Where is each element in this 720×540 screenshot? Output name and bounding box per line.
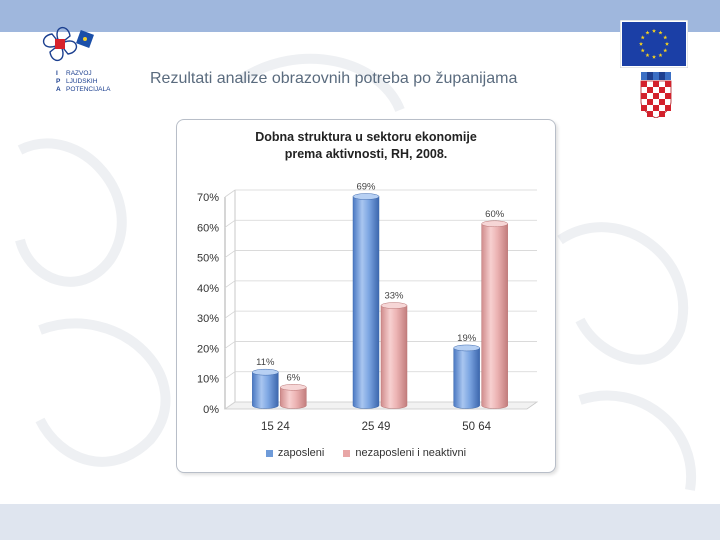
coat-check [641,93,647,99]
bar-value-label: 69% [356,182,376,193]
ipa-logo-icon [42,26,94,62]
logo-text: I RAZVOJ P LJUDSKIH A POTENCIJALA [56,70,110,94]
bar-body [453,347,480,409]
coat-check [647,87,653,93]
eu-star [664,41,670,46]
y-tick-label: 40% [197,283,219,295]
gridline-depth [224,250,236,258]
logo-row: A POTENCIJALA [56,86,111,93]
gridline-depth [224,189,236,198]
legend-swatch [343,449,351,457]
x-tick-label: 25 49 [362,421,391,433]
chart-title-line: Dobna struktura u sektoru ekonomije [255,130,477,144]
bar-value-label: 33% [384,291,404,302]
eu-star [658,53,663,58]
eu-star [640,35,645,40]
legend-item-nezaposleni: nezaposleni i neaktivni [343,447,466,459]
bar-body [280,387,307,409]
y-tick-label: 30% [197,313,219,325]
eu-star [663,35,668,40]
legend-label: zaposleni [277,447,325,459]
logo-row: I RAZVOJ [56,70,92,77]
y-tick-label: 20% [197,343,219,355]
bar [252,368,279,409]
bar-value-label: 60% [485,209,505,220]
bar-body [352,196,380,409]
y-tick-label: 0% [203,404,219,416]
eu-star [645,53,650,58]
bar [280,384,307,409]
eu-star [645,30,650,35]
eu-star [651,54,657,59]
gridline-depth [224,310,236,319]
croatian-coat-of-arms-icon [640,72,672,118]
bar [380,302,408,409]
eu-flag-icon [620,20,688,68]
y-tick-label: 10% [197,374,219,386]
coat-check [647,111,653,117]
bar [352,193,380,409]
logo-row: P LJUDSKIH [56,78,98,85]
coat-check [665,81,671,87]
y-tick-label: 50% [197,253,219,265]
bar-top [352,193,380,200]
coat-check [659,111,665,117]
coat-check [653,93,659,99]
coat-check [665,105,671,111]
coat-check [665,93,671,99]
bar-value-label: 19% [457,333,477,344]
coat-check [653,105,659,111]
x-tick-label: 50 64 [462,421,491,433]
gridline-depth [224,280,236,289]
coat-check [641,81,647,87]
bar-value-label: 11% [256,357,275,368]
chart-legend: zaposleni nezaposleni i neaktivni [177,447,555,460]
bar-body [481,223,508,409]
gridline-depth [224,401,236,410]
bar-top [453,344,480,352]
slide-title: Rezultati analize obrazovnih potreba po … [150,70,518,87]
bar-chart: 0% 10% 20% 30% 40% 50% 60% 70% 11% 6% 15 24 69% 33% 2… [197,182,539,433]
eu-star [638,41,644,46]
eu-star [651,28,657,33]
eu-star [640,48,645,53]
gridline-depth [224,341,236,349]
bar [453,344,480,409]
coat-check [659,99,665,105]
bar-top [380,302,408,309]
legend-item-zaposleni: zaposleni [265,447,325,459]
bar [481,220,508,409]
legend-swatch [265,449,273,457]
bar-top [481,220,508,228]
bar-value-label: 6% [286,372,300,383]
x-tick-label: 15 24 [261,421,290,433]
bar-top [252,368,279,376]
y-tick-label: 70% [197,192,219,204]
coat-check [659,87,665,93]
chart-title-line: prema aktivnosti, RH, 2008. [284,147,448,161]
bar-top [280,384,307,391]
gridline-depth [224,219,236,228]
gridline-depth [224,371,236,380]
coat-check [653,81,659,87]
chart-frame: 0% 10% 20% 30% 40% 50% 60% 70% 11% 6% 15 24 69% 33% 2… [176,119,556,473]
y-tick-label: 60% [197,222,219,234]
legend-label: nezaposleni i neaktivni [355,447,467,459]
coat-check [647,99,653,105]
coat-check [641,105,647,111]
bar-body [252,371,279,409]
bar-body [380,305,408,409]
bottom-band [0,504,720,540]
eu-star [663,48,668,53]
chart-title: Dobna struktura u sektoru ekonomije prem… [177,129,555,163]
top-band [0,0,720,32]
eu-star [658,30,663,35]
